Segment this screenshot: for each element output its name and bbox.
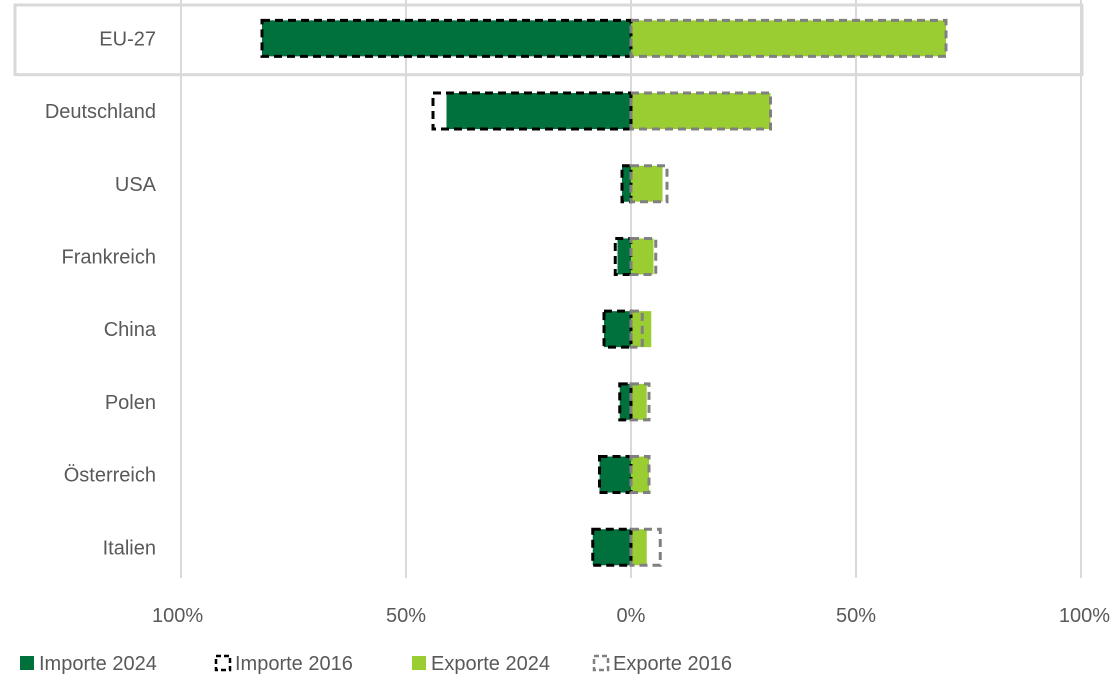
bar-exporte-2016-italien: [629, 527, 662, 567]
bar-importe-2024-deutschland: [446, 93, 631, 130]
category-label: China: [104, 319, 157, 341]
x-tick-labels: 100% 50% 0% 50% 100%: [152, 605, 1110, 627]
bar-importe-2024-osterreich: [599, 456, 631, 493]
bar-importe-2016-polen: [618, 382, 633, 422]
category-label: EU-27: [99, 28, 156, 50]
legend-label: Importe 2024: [39, 653, 157, 675]
bar-exporte-2024-polen: [631, 383, 647, 420]
bar-importe-2024-frankreich: [617, 238, 631, 275]
legend-label: Exporte 2024: [431, 653, 550, 675]
x-tick-label: 100%: [152, 605, 203, 627]
legend-swatch-importe-2016: [214, 654, 232, 672]
category-label: USA: [115, 174, 157, 196]
bar-exporte-2024-frankreich: [631, 238, 654, 275]
category-label: Österreich: [64, 465, 156, 487]
x-tick-label: 0%: [617, 605, 646, 627]
bar-importe-2016-italien: [591, 527, 633, 567]
bar-exporte-2024-usa: [631, 165, 663, 202]
highlight-box: [13, 3, 1084, 77]
bar-importe-2016-china: [602, 309, 633, 349]
legend-swatch-importe-2024: [20, 656, 34, 670]
legend-swatch-exporte-2016: [592, 654, 610, 672]
bar-importe-2024-eu-27: [262, 20, 631, 57]
bar-importe-2024-polen: [619, 383, 631, 420]
bar-exporte-2016-eu-27: [629, 18, 948, 58]
bar-exporte-2016-deutschland: [629, 91, 772, 131]
category-label: Deutschland: [45, 101, 156, 123]
category-label: Polen: [105, 392, 156, 414]
bar-exporte-2024-eu-27: [631, 20, 946, 57]
category-label: Frankreich: [62, 246, 156, 268]
bar-exporte-2016-usa: [629, 164, 669, 204]
bar-importe-2016-eu-27: [260, 18, 633, 58]
legend-label: Exporte 2016: [613, 653, 732, 675]
bar-importe-2024-italien: [592, 529, 631, 566]
legend: Importe 2024 Importe 2016 Exporte 2024 Expo…: [20, 653, 732, 675]
legend-label: Importe 2016: [235, 653, 353, 675]
bars: [260, 18, 948, 567]
bar-exporte-2016-frankreich: [629, 236, 658, 276]
bar-importe-2016-osterreich: [598, 455, 633, 495]
x-tick-label: 50%: [386, 605, 426, 627]
category-label: Italien: [103, 537, 156, 559]
x-tick-label: 50%: [836, 605, 876, 627]
category-labels: EU-27 Deutschland USA Frankreich China Polen Ö…: [45, 28, 157, 559]
bar-exporte-2016-china: [629, 309, 644, 349]
legend-swatch-exporte-2024: [412, 656, 426, 670]
bar-exporte-2024-osterreich: [631, 456, 649, 493]
bar-importe-2016-usa: [620, 164, 633, 204]
bar-importe-2024-usa: [622, 165, 631, 202]
bar-exporte-2024-deutschland: [631, 93, 771, 130]
bar-importe-2024-china: [604, 311, 631, 348]
x-tick-label: 100%: [1059, 605, 1110, 627]
bar-importe-2016-frankreich: [613, 236, 633, 276]
bar-exporte-2024-italien: [631, 529, 647, 566]
